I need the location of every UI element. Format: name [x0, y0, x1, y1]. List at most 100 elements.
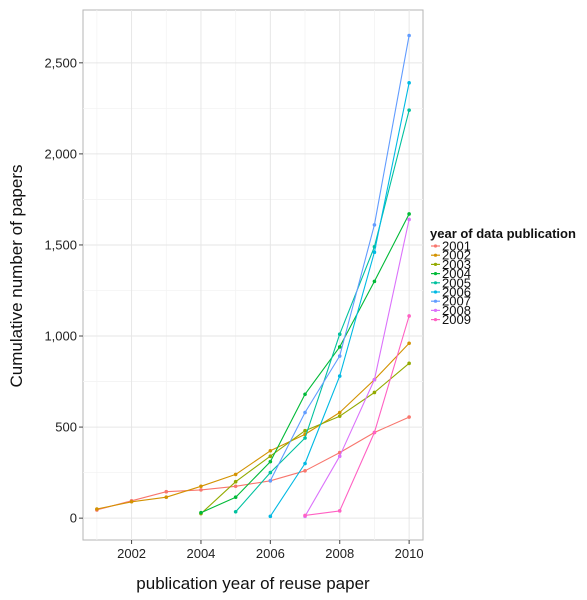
data-point	[372, 250, 377, 255]
data-point	[199, 510, 203, 515]
legend-item-2005: 2005	[431, 275, 471, 290]
series-line	[96, 342, 410, 510]
legend-key-point	[433, 272, 438, 276]
legend-label: 2006	[442, 285, 471, 300]
data-point	[268, 454, 273, 459]
y-tick-label: 2,000	[44, 146, 77, 161]
data-point	[407, 415, 411, 419]
data-point	[268, 479, 273, 483]
plot-panel	[82, 9, 424, 541]
data-point	[303, 428, 307, 433]
data-point	[268, 514, 273, 519]
legend-label: 2009	[442, 312, 471, 327]
legend-item-2007: 2007	[431, 294, 471, 309]
data-point	[303, 461, 307, 466]
legend-item-2006: 2006	[431, 285, 471, 300]
y-axis-title: Cumulative number of papers	[7, 164, 26, 387]
legend-item-2004: 2004	[431, 266, 471, 281]
data-point	[407, 212, 411, 216]
data-point	[337, 354, 342, 358]
series-layer	[95, 33, 411, 519]
legend-label: 2005	[442, 275, 471, 290]
data-point	[372, 390, 377, 395]
data-point	[303, 513, 307, 518]
x-tick-label: 2006	[256, 546, 285, 561]
legend-key-point	[433, 318, 438, 322]
data-point	[372, 430, 377, 435]
x-tick-label: 2004	[186, 546, 215, 561]
data-point	[407, 361, 411, 366]
data-point	[337, 410, 342, 415]
data-point	[233, 472, 238, 477]
data-point	[303, 392, 307, 397]
data-point	[337, 332, 342, 336]
legend-item-2002: 2002	[431, 248, 471, 263]
x-tick-label: 2008	[325, 546, 354, 561]
legend-key-point	[433, 281, 438, 285]
data-point	[303, 410, 307, 415]
series-2009	[303, 314, 411, 518]
series-line	[304, 219, 410, 517]
series-2004	[199, 212, 411, 515]
legend-item-2008: 2008	[431, 303, 471, 318]
data-point	[233, 509, 238, 514]
y-tick-label: 1,000	[44, 329, 77, 344]
data-point	[268, 470, 273, 475]
series-2003	[199, 361, 411, 516]
legend-item-2009: 2009	[431, 312, 471, 327]
data-point	[233, 484, 238, 489]
data-point	[407, 217, 411, 222]
legend-item-2001: 2001	[431, 239, 471, 254]
legend-key-point	[433, 244, 438, 248]
data-point	[372, 223, 377, 227]
legend-label: 2001	[442, 239, 471, 254]
data-point	[337, 345, 342, 349]
legend-label: 2002	[442, 248, 471, 263]
data-point	[407, 81, 411, 85]
x-tick-label: 2010	[395, 546, 424, 561]
legend-key-point	[433, 299, 438, 303]
data-point	[407, 314, 411, 318]
data-point	[129, 499, 134, 504]
data-point	[268, 459, 273, 464]
data-point	[407, 108, 411, 112]
x-axis-ticks: 2002 2004 2006 2008 2010	[117, 540, 424, 561]
data-point	[164, 495, 169, 499]
data-point	[95, 507, 99, 511]
data-point	[199, 488, 203, 492]
series-line	[96, 416, 410, 511]
data-point	[337, 454, 342, 459]
data-point	[303, 468, 307, 473]
data-point	[164, 489, 169, 494]
data-point	[303, 436, 307, 440]
data-point	[337, 414, 342, 418]
series-line	[304, 315, 410, 516]
series-2006	[268, 81, 411, 519]
legend: year of data publication 200120022003200…	[430, 226, 576, 327]
legend-label: 2008	[442, 303, 471, 318]
legend-label: 2004	[442, 266, 471, 281]
x-tick-label: 2002	[117, 546, 146, 561]
data-point	[407, 33, 411, 38]
y-tick-label: 2,500	[44, 55, 77, 70]
y-tick-label: 0	[70, 511, 77, 526]
x-axis-title: publication year of reuse paper	[136, 574, 370, 593]
data-point	[268, 448, 273, 453]
data-point	[233, 495, 238, 499]
data-point	[372, 279, 377, 284]
legend-key-point	[433, 253, 438, 257]
legend-item-2003: 2003	[431, 257, 471, 272]
legend-key-point	[433, 290, 438, 294]
data-point	[337, 374, 342, 378]
data-point	[372, 377, 377, 382]
y-tick-label: 1,500	[44, 237, 77, 252]
data-point	[233, 479, 238, 484]
legend-key-point	[433, 262, 438, 266]
y-axis-ticks: 0 500 1,000 1,500 2,000 2,500	[44, 55, 83, 526]
data-point	[199, 484, 203, 489]
data-point	[407, 341, 411, 346]
legend-label: 2003	[442, 257, 471, 272]
y-tick-label: 500	[55, 420, 77, 435]
